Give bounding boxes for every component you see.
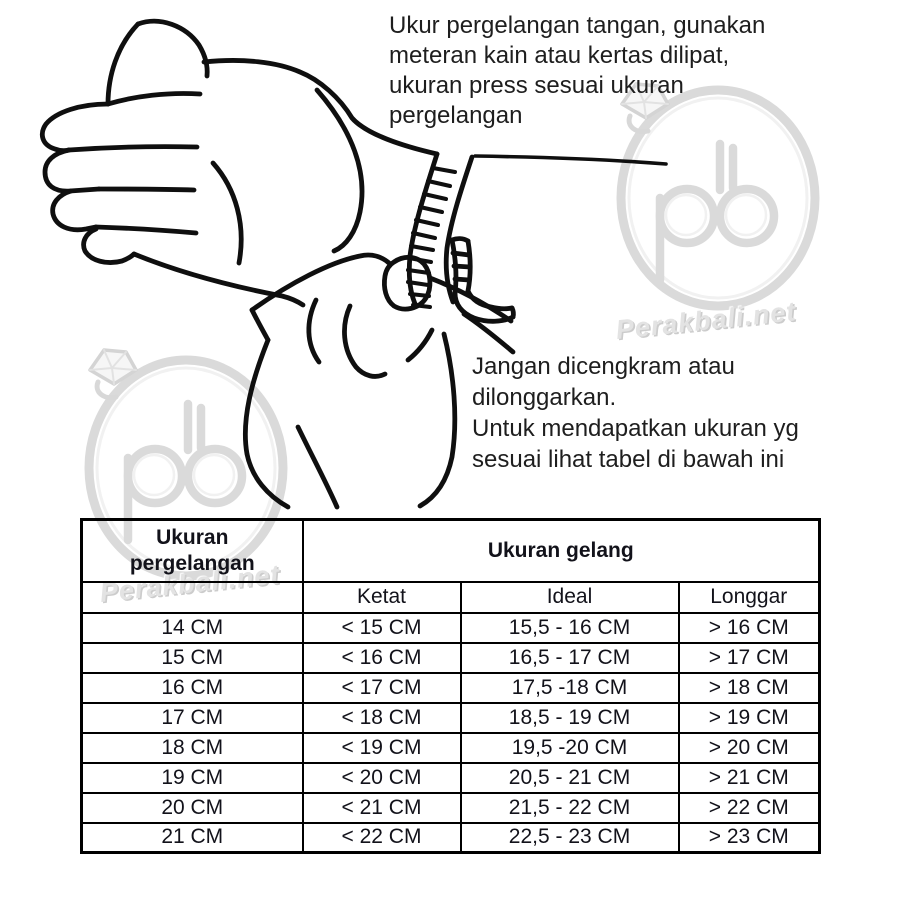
wrist-cell: 17 CM — [80, 701, 304, 734]
table-row: 19 CM < 20 CM 20,5 - 21 CM > 21 CM — [80, 761, 821, 794]
instruction-line: meteran kain atau kertas dilipat, — [389, 42, 730, 69]
instruction-line: sesuai lihat tabel di bawah ini — [472, 446, 785, 473]
ketat-cell: < 18 CM — [301, 701, 462, 734]
hand-outline — [39, 18, 440, 308]
table-header-row: Ukuran pergelangan Ukuran gelang — [80, 518, 821, 583]
bracelet-size-header: Ukuran gelang — [301, 518, 821, 583]
table-row: 17 CM < 18 CM 18,5 - 19 CM > 19 CM — [80, 701, 821, 734]
ideal-cell: 18,5 - 19 CM — [459, 701, 680, 734]
longgar-cell: > 21 CM — [677, 761, 821, 794]
ketat-cell: < 19 CM — [301, 731, 462, 764]
subheader-longgar: Longgar — [677, 580, 821, 614]
table-row: 20 CM < 21 CM 21,5 - 22 CM > 22 CM — [80, 791, 821, 824]
wrist-cell: 19 CM — [80, 761, 304, 794]
ketat-cell: < 16 CM — [301, 641, 462, 674]
ideal-cell: 17,5 -18 CM — [459, 671, 680, 704]
table-row: 21 CM < 22 CM 22,5 - 23 CM > 23 CM — [80, 821, 821, 854]
longgar-cell: > 16 CM — [677, 611, 821, 644]
longgar-cell: > 19 CM — [677, 701, 821, 734]
wrist-cell: 21 CM — [80, 821, 304, 854]
longgar-cell: > 23 CM — [677, 821, 821, 854]
wrist-cell: 16 CM — [80, 671, 304, 704]
ideal-cell: 20,5 - 21 CM — [459, 761, 680, 794]
table-row: 14 CM < 15 CM 15,5 - 16 CM > 16 CM — [80, 611, 821, 644]
ketat-cell: < 20 CM — [301, 761, 462, 794]
instruction-top: Ukur pergelangan tangan, gunakan meteran… — [389, 11, 765, 131]
ketat-cell: < 22 CM — [301, 821, 462, 854]
longgar-cell: > 20 CM — [677, 731, 821, 764]
ketat-cell: < 21 CM — [301, 791, 462, 824]
wrist-cell: 20 CM — [80, 791, 304, 824]
ideal-cell: 22,5 - 23 CM — [459, 821, 680, 854]
instruction-line: Jangan dicengkram atau — [472, 353, 735, 380]
ideal-cell: 19,5 -20 CM — [459, 731, 680, 764]
measuring-tape — [406, 151, 516, 324]
instruction-line: Ukur pergelangan tangan, gunakan — [389, 12, 766, 39]
instruction-line: pergelangan — [389, 102, 523, 129]
size-table: Ukuran pergelangan Ukuran gelang Ketat I… — [80, 518, 822, 854]
longgar-cell: > 22 CM — [677, 791, 821, 824]
table-row: 16 CM < 17 CM 17,5 -18 CM > 18 CM — [80, 671, 821, 704]
wrist-cell: 14 CM — [80, 611, 304, 644]
subheader-ideal: Ideal — [459, 580, 680, 614]
empty-header-cell — [80, 580, 304, 614]
ideal-cell: 15,5 - 16 CM — [459, 611, 680, 644]
longgar-cell: > 18 CM — [677, 671, 821, 704]
instruction-line: dilonggarkan. — [472, 384, 617, 411]
ketat-cell: < 15 CM — [301, 611, 462, 644]
tape-loose-end — [449, 236, 516, 324]
watermark-text: Perakbali.net — [614, 296, 798, 345]
table-row: 18 CM < 19 CM 19,5 -20 CM > 20 CM — [80, 731, 821, 764]
ideal-cell: 16,5 - 17 CM — [459, 641, 680, 674]
wrist-cell: 15 CM — [80, 641, 304, 674]
tape-ticks — [406, 166, 457, 309]
wrist-size-header: Ukuran pergelangan — [80, 518, 304, 583]
longgar-cell: > 17 CM — [677, 641, 821, 674]
subheader-ketat: Ketat — [301, 580, 462, 614]
ideal-cell: 21,5 - 22 CM — [459, 791, 680, 824]
pointer-line — [473, 154, 668, 166]
instruction-line: ukuran press sesuai ukuran — [389, 72, 684, 99]
instruction-line: Untuk mendapatkan ukuran yg — [472, 415, 799, 442]
instruction-bottom: Jangan dicengkram atau dilonggarkan. Unt… — [472, 351, 799, 475]
ketat-cell: < 17 CM — [301, 671, 462, 704]
wrist-cell: 18 CM — [80, 731, 304, 764]
table-subheader-row: Ketat Ideal Longgar — [80, 580, 821, 614]
table-row: 15 CM < 16 CM 16,5 - 17 CM > 17 CM — [80, 641, 821, 674]
diamond-gem-icon — [88, 348, 138, 401]
